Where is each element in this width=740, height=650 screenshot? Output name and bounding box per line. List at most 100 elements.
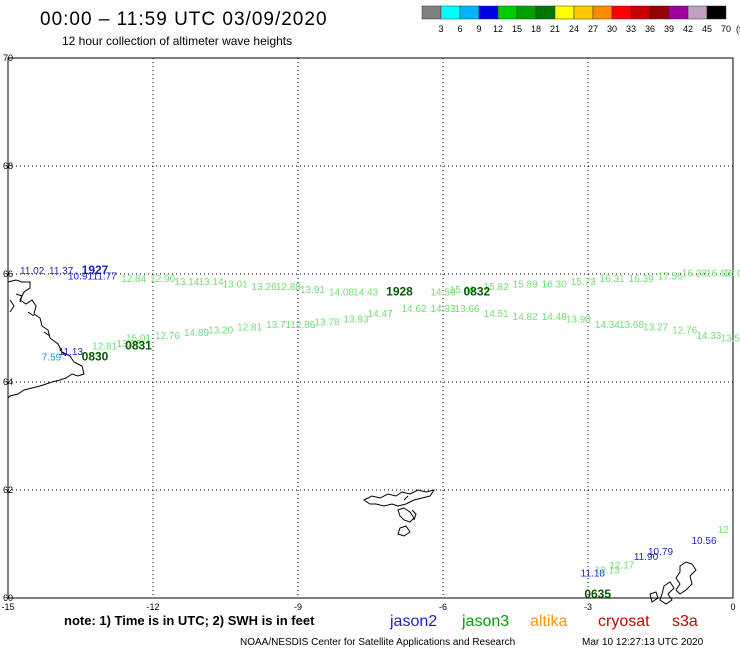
latitude-tick-label: 66: [3, 269, 13, 279]
colorbar-tick-label: 45: [702, 24, 712, 34]
wave-height-label: 12.88: [276, 282, 301, 293]
wave-height-label: 12.17: [609, 560, 634, 571]
colorbar-tick-label: 6: [457, 24, 462, 34]
colorbar-swatch: [421, 5, 442, 20]
wave-height-label: 17.56: [658, 271, 683, 282]
wave-height-label: 11.90: [634, 552, 659, 563]
wave-height-label: 16.0: [723, 269, 740, 280]
colorbar-tick-label: 36: [645, 24, 655, 34]
colorbar-tick-label: 42: [683, 24, 693, 34]
longitude-tick-label: 0: [730, 602, 735, 612]
wave-height-label: 14.62: [401, 304, 426, 315]
wave-height-label: 11.13: [59, 347, 84, 358]
map-gridlines: [8, 58, 733, 598]
wave-height-label: 14.82: [513, 312, 538, 323]
longitude-tick-label: -15: [1, 602, 14, 612]
wave-height-label: 13.93: [343, 315, 368, 326]
colorbar-swatch: [440, 5, 461, 20]
colorbar-tick-label: 21: [550, 24, 560, 34]
wave-height-label: 14.48: [542, 312, 567, 323]
wave-height-label: 13.20: [208, 325, 233, 336]
latitude-tick-label: 68: [3, 161, 13, 171]
wave-height-label: 11.02: [20, 266, 45, 277]
wave-height-label: 13.91: [300, 285, 325, 296]
wave-height-label: 14.33: [696, 331, 721, 342]
wave-height-label: 13.90: [566, 315, 591, 326]
wave-height-label: 13.71: [266, 320, 291, 331]
wave-height-label: 13.78: [314, 317, 339, 328]
pass-time-label: 1928: [386, 285, 413, 299]
colorbar-tick-label: 70: [721, 24, 731, 34]
wave-height-label: 12.81: [237, 323, 262, 334]
map-plot-area: -15 -12 -9 -6 -3 0 70 68 66 64 62 60 11.02 11.3710.9…: [1, 53, 740, 612]
legend-entry-jason2: jason2: [389, 613, 437, 630]
page-subtitle: 12 hour collection of altimeter wave hei…: [62, 34, 292, 48]
pass-time-labels: 1927 1928 0832 0831 0830 0635: [82, 263, 612, 601]
legend-entry-jason3: jason3: [461, 613, 509, 630]
wave-height-label: 16.13: [706, 269, 731, 280]
wave-height-label: 14.43: [353, 288, 378, 299]
colorbar-tick-label: 30: [607, 24, 617, 34]
wave-height-label: 15.82: [484, 282, 509, 293]
wave-height-label: 12.84: [121, 274, 146, 285]
longitude-tick-label: -3: [584, 602, 592, 612]
wave-height-label: 13.06: [116, 339, 141, 350]
map-tick-labels: -15 -12 -9 -6 -3 0 70 68 66 64 62 60: [1, 53, 735, 612]
longitude-tick-label: -12: [146, 602, 159, 612]
wave-height-label: 12.90: [150, 274, 175, 285]
wave-height-label: 10.79: [648, 547, 673, 558]
colorbar-swatch: [478, 5, 499, 20]
longitude-tick-label: -9: [294, 602, 302, 612]
colorbar-tick-label: 33: [626, 24, 636, 34]
colorbar-tick-label: 12: [493, 24, 503, 34]
colorbar-swatch: [592, 5, 613, 20]
legend-entry-cryosat: cryosat: [598, 613, 650, 630]
pass-time-label: 0832: [463, 285, 490, 299]
timestamp-text: Mar 10 12:27:13 UTC 2020: [582, 637, 704, 648]
wave-height-label: 7.59: [42, 352, 62, 363]
wave-height-label: 14.47: [368, 309, 393, 320]
colorbar-swatch: [668, 5, 689, 20]
wave-height-label: 12: [718, 525, 730, 536]
wave-height-label: 13.66: [455, 304, 480, 315]
wave-height-label: 11.37: [49, 266, 74, 277]
wave-height-label: 14.34: [595, 320, 620, 331]
colorbar-swatch: [611, 5, 632, 20]
pass-time-label: 0830: [82, 349, 109, 363]
wave-height-label: 13.68: [619, 320, 644, 331]
wave-height-label: 14.50: [430, 288, 455, 299]
coastline-shetland-islands: [649, 561, 697, 605]
colorbar-swatch: [687, 5, 708, 20]
credit-text: NOAA/NESDIS Center for Satellite Applica…: [240, 637, 515, 648]
colorbar-swatch: [649, 5, 670, 20]
wave-height-label: 16.28: [682, 269, 707, 280]
wave-height-label: 15.46: [450, 285, 475, 296]
colorbar-tick-label: 24: [569, 24, 579, 34]
wave-height-label: 10.56: [691, 536, 716, 547]
coastline-iceland: [7, 279, 85, 399]
colorbar-unit-label: (ft): [736, 24, 740, 34]
latitude-tick-label: 62: [3, 485, 13, 495]
wave-height-label: 13.14: [198, 277, 223, 288]
wave-height-label: 13.14: [174, 277, 199, 288]
colorbar-tick-label: 18: [531, 24, 541, 34]
satellite-legend: jason2 jason3 altika cryosat s3a: [389, 613, 698, 630]
wave-height-label: 12.76: [672, 325, 697, 336]
wave-height-label: 16.30: [542, 280, 567, 291]
wave-height-label: 12.86: [290, 320, 315, 331]
colorbar-swatch: [573, 5, 594, 20]
legend-entry-altika: altika: [530, 613, 567, 630]
wave-height-label: 12.13: [595, 566, 620, 577]
wave-height-label: 14.33: [430, 304, 455, 315]
wave-height-label: 15.73: [571, 277, 596, 288]
wave-height-label: 16.31: [600, 274, 625, 285]
colorbar-tick-label: 3: [438, 24, 443, 34]
wave-height-label: 15.89: [513, 280, 538, 291]
wave-height-label: 12.81: [92, 342, 117, 353]
latitude-tick-label: 60: [3, 593, 13, 603]
colorbar-swatch: [535, 5, 556, 20]
wave-height-label: 12.76: [155, 331, 180, 342]
wave-height-label: 14.89: [184, 328, 209, 339]
